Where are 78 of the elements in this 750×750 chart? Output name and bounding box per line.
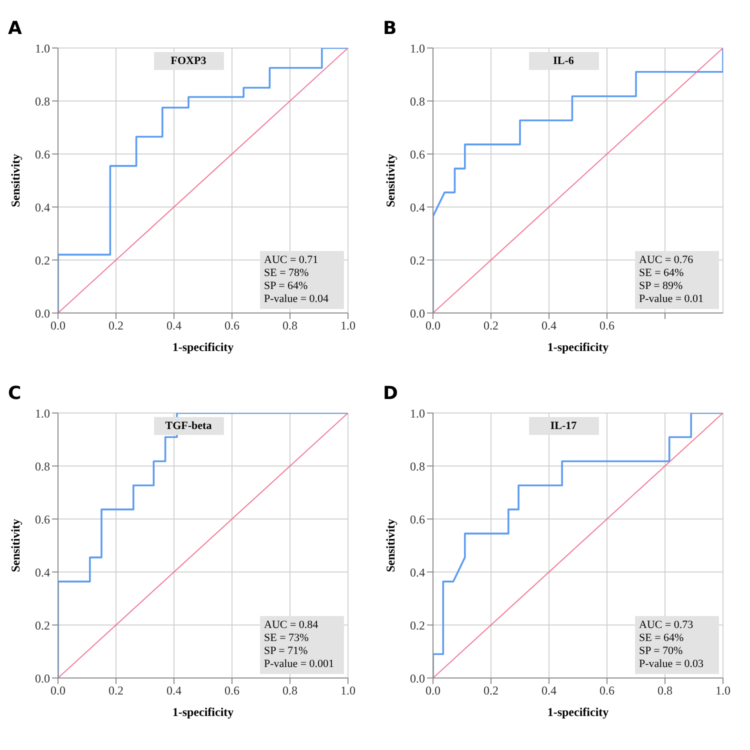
y-tick-label: 0.2 [410,253,425,268]
x-tick-label: 0.8 [282,684,298,698]
annotation: P-value = 0.04 [264,293,330,306]
y-tick-label: 0.8 [35,459,50,474]
y-tick-label: 1.0 [410,41,425,56]
annotation: P-value = 0.01 [639,293,705,306]
x-tick-label: 0.8 [282,318,298,333]
x-tick-label: 0.4 [542,684,556,698]
x-axis-title: 1-specificity [547,340,609,354]
y-axis-title: Sensitivity [383,154,398,208]
x-tick-label: 0.2 [484,684,498,698]
y-tick-label: 0.6 [35,512,50,526]
y-tick-label: 0.0 [410,671,425,686]
y-axis-title: Sensitivity [8,154,22,208]
x-tick-label: 0.6 [224,684,240,698]
title-box: FOXP3 [154,52,224,70]
x-tick-label: 0.2 [108,318,124,333]
y-tick-label: 0.4 [410,565,425,580]
text: B [383,18,397,39]
y-tick-label: 0.4 [35,200,50,214]
x-tick-label: 0.6 [600,318,614,333]
x-tick-label: 0.0 [426,684,440,698]
y-tick-label: 0.0 [410,306,425,320]
annotation: AUC = 0.84 [264,619,320,632]
x-tick-label: 0.6 [224,318,240,333]
y-tick-label: 0.0 [35,671,50,686]
annotation: AUC = 0.73 [639,619,694,632]
title-box: IL-6 [528,52,598,70]
annotation: SP = 64% [264,280,309,293]
annotation: SP = 71% [264,645,309,658]
x-axis-title: 1-specificity [172,340,234,354]
x-tick-label: 0.4 [542,318,556,333]
x-tick-label: 0.0 [50,318,66,333]
y-tick-label: 0.0 [35,306,50,320]
y-tick-label: 0.2 [410,618,425,632]
annotation: SP = 70% [639,645,684,658]
x-tick-label: 0.2 [108,684,124,698]
y-tick-label: 0.4 [410,200,425,214]
y-tick-label: 0.6 [410,147,425,162]
x-axis-title: 1-specificity [547,705,609,719]
text: D [383,383,398,404]
x-tick-label: 0.4 [166,318,182,333]
title-box: IL-17 [528,417,598,435]
annotation: AUC = 0.71 [264,254,320,267]
x-tick-label: 0.8 [658,684,672,698]
annotation: SE = 64% [639,632,685,645]
y-tick-label: 1.0 [410,406,425,420]
annotation: SE = 73% [264,632,310,645]
annotation: SE = 64% [639,267,685,280]
text: C [8,383,22,404]
y-tick-label: 0.6 [410,512,425,526]
x-tick-label: 1.0 [340,318,356,333]
x-tick-label: 1.0 [340,684,356,698]
y-tick-label: 0.8 [410,94,425,108]
annotation: AUC = 0.76 [639,254,694,267]
annotation: SP = 89% [639,280,684,293]
annotation: P-value = 0.001 [264,658,336,671]
y-axis-title: Sensitivity [383,518,398,572]
y-tick-label: 0.8 [35,94,50,108]
y-tick-label: 0.6 [35,147,50,162]
x-tick-label: 0.6 [600,684,614,698]
x-tick-label: 0.2 [484,318,498,333]
x-tick-label: 0.0 [50,684,66,698]
text: A [8,18,22,39]
y-tick-label: 0.2 [35,618,50,632]
title-box: TGF-beta [154,417,224,435]
x-tick-label: 1.0 [716,684,730,698]
x-tick-label: 0.4 [166,684,182,698]
y-tick-label: 0.4 [35,565,50,580]
y-tick-label: 0.8 [410,459,425,474]
x-axis-title: 1-specificity [172,705,234,719]
annotation: P-value = 0.03 [639,658,705,671]
y-tick-label: 1.0 [35,406,50,420]
annotation: SE = 78% [264,267,310,280]
x-tick-label: 0.0 [426,318,440,333]
y-tick-label: 1.0 [35,41,50,56]
y-axis-title: Sensitivity [8,518,22,572]
y-tick-label: 0.2 [35,253,50,268]
